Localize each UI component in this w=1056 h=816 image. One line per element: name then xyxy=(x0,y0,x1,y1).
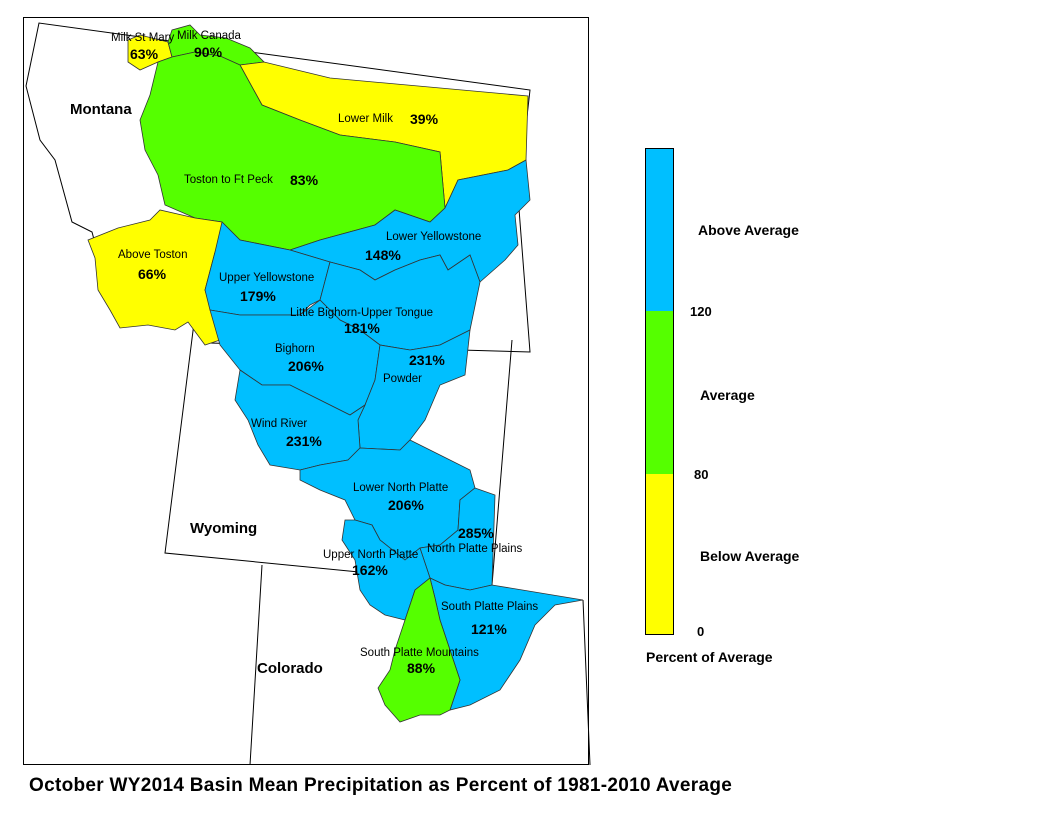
legend-label-below: Below Average xyxy=(700,548,800,564)
basin-pct-milk-canada: 90% xyxy=(194,44,223,60)
basin-pct-little-bighorn-upper-tongue: 181% xyxy=(344,320,380,336)
legend-tick-120: 120 xyxy=(690,304,712,319)
legend-label-average: Average xyxy=(700,387,755,403)
legend-swatch-average xyxy=(646,311,673,474)
basin-name-lower-milk: Lower Milk xyxy=(338,113,393,125)
basin-pct-upper-north-platte: 162% xyxy=(352,562,388,578)
legend-color-bar xyxy=(645,148,674,635)
basin-pct-milk-st-mary: 63% xyxy=(130,46,159,62)
basin-pct-upper-yellowstone: 179% xyxy=(240,288,276,304)
basin-name-upper-north-platte: Upper North Platte xyxy=(323,549,419,561)
basin-above-toston[interactable] xyxy=(87,209,229,346)
wyoming-outline xyxy=(164,306,513,586)
basin-upper-yellowstone[interactable] xyxy=(204,221,331,316)
basin-pct-powder: 231% xyxy=(409,352,445,368)
basin-pct-south-platte-plains: 121% xyxy=(471,621,507,637)
basin-name-south-platte-mountains: South Platte Mountains xyxy=(360,647,479,659)
legend-label-above: Above Average xyxy=(698,222,799,238)
basin-pct-lower-milk: 39% xyxy=(410,111,439,127)
basin-name-lower-north-platte: Lower North Platte xyxy=(353,482,449,494)
basin-name-above-toston: Above Toston xyxy=(118,249,188,261)
state-label-montana: Montana xyxy=(70,101,132,118)
basin-pct-toston-ft-peck: 83% xyxy=(290,172,319,188)
basin-name-little-bighorn-upper-tongue: Little Bighorn-Upper Tongue xyxy=(290,307,433,319)
basin-name-milk-st-mary: Milk St Mary xyxy=(111,32,175,44)
basin-name-powder: Powder xyxy=(383,373,422,385)
basin-name-milk-canada: Milk Canada xyxy=(177,30,241,42)
legend-title: Percent of Average xyxy=(646,649,773,665)
basin-pct-bighorn: 206% xyxy=(288,358,324,374)
basin-name-upper-yellowstone: Upper Yellowstone xyxy=(219,272,315,284)
legend-tick-0: 0 xyxy=(697,624,705,639)
basin-pct-lower-yellowstone: 148% xyxy=(365,247,401,263)
basin-name-north-platte-plains: North Platte Plains xyxy=(427,543,523,555)
basin-pct-above-toston: 66% xyxy=(138,266,167,282)
basin-south-platte-mountains[interactable] xyxy=(377,577,461,723)
basin-name-south-platte-plains: South Platte Plains xyxy=(441,601,539,613)
legend-tick-80: 80 xyxy=(694,467,709,482)
map-caption: October WY2014 Basin Mean Precipitation … xyxy=(29,775,733,796)
basin-name-bighorn: Bighorn xyxy=(275,343,315,355)
basin-pct-lower-north-platte: 206% xyxy=(388,497,424,513)
basin-pct-north-platte-plains: 285% xyxy=(458,525,494,541)
basin-pct-wind-river: 231% xyxy=(286,433,322,449)
basin-name-lower-yellowstone: Lower Yellowstone xyxy=(386,231,482,243)
legend-swatch-below xyxy=(646,474,673,634)
basin-pct-south-platte-mountains: 88% xyxy=(407,660,436,676)
state-label-colorado: Colorado xyxy=(257,660,323,677)
legend-swatch-above xyxy=(646,149,673,311)
state-label-wyoming: Wyoming xyxy=(190,520,258,537)
basin-name-wind-river: Wind River xyxy=(251,418,308,430)
colorado-outline xyxy=(249,564,591,766)
basin-name-toston-ft-peck: Toston to Ft Peck xyxy=(184,174,273,186)
